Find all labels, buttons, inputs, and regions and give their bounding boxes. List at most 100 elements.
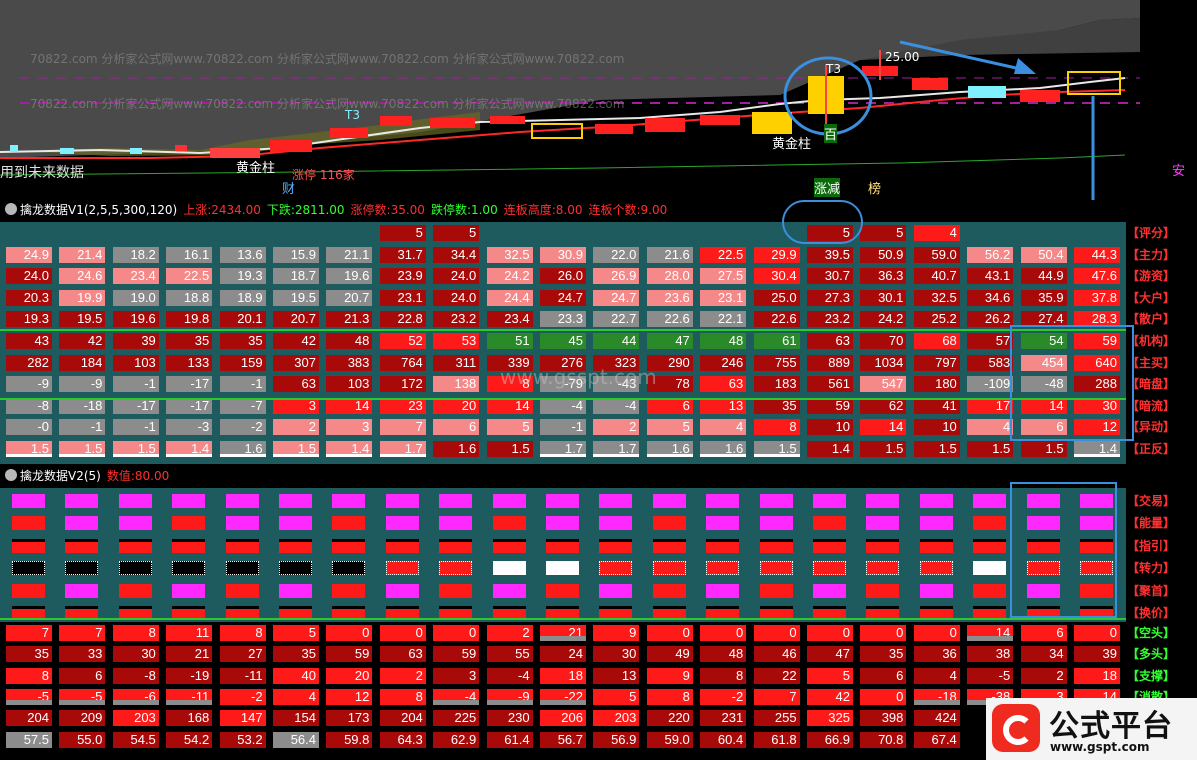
v2-block[interactable]: [652, 494, 686, 508]
v2-block[interactable]: [866, 583, 900, 598]
v1-cell[interactable]: 19.6: [112, 311, 159, 328]
v1-cell[interactable]: 35: [219, 333, 266, 349]
v1-cell[interactable]: 13.6: [219, 246, 266, 263]
v2-cell[interactable]: 11: [166, 625, 213, 641]
v2-cell[interactable]: 2: [486, 625, 533, 641]
v2-cell[interactable]: -8: [112, 667, 159, 684]
v1-cell[interactable]: 18.7: [273, 268, 319, 285]
v1-cell[interactable]: 133: [166, 354, 213, 371]
v2-cell[interactable]: 9: [593, 625, 640, 641]
v1-cell[interactable]: 40.7: [913, 268, 960, 285]
collapse-icon[interactable]: [5, 203, 17, 215]
v2-cell[interactable]: 18: [1074, 667, 1120, 684]
v1-cell[interactable]: 19.9: [59, 289, 106, 306]
v2-cell[interactable]: 398: [860, 710, 907, 727]
v2-block[interactable]: [973, 538, 1007, 553]
v2-block[interactable]: [866, 606, 900, 620]
v2-block[interactable]: [919, 538, 953, 553]
v2-cell[interactable]: -5: [59, 688, 106, 705]
v2-cell[interactable]: 7: [753, 688, 800, 705]
v1-cell[interactable]: 32.5: [486, 246, 533, 263]
v2-block[interactable]: [1080, 494, 1113, 508]
v2-block[interactable]: [225, 606, 259, 620]
v1-cell[interactable]: 20.1: [219, 311, 266, 328]
v2-block[interactable]: [706, 494, 740, 508]
v1-cell[interactable]: 1.5: [112, 441, 159, 457]
v2-cell[interactable]: 48: [700, 646, 747, 663]
v2-block[interactable]: [706, 583, 740, 598]
v2-block[interactable]: [599, 561, 633, 576]
v1-cell[interactable]: 14: [860, 419, 907, 436]
v1-cell[interactable]: -4: [593, 397, 640, 414]
v2-block[interactable]: [385, 606, 419, 620]
v2-block[interactable]: [1026, 516, 1060, 531]
v1-cell[interactable]: 103: [112, 354, 159, 371]
v2-cell[interactable]: 0: [860, 625, 907, 641]
v2-cell[interactable]: 4: [913, 667, 960, 684]
v2-block[interactable]: [546, 538, 579, 553]
v2-cell[interactable]: -11: [166, 688, 213, 705]
v2-cell[interactable]: 231: [700, 710, 747, 727]
v1-cell[interactable]: 797: [913, 354, 960, 371]
v2-block[interactable]: [492, 561, 526, 576]
v1-cell[interactable]: 184: [59, 354, 106, 371]
v2-cell[interactable]: 18: [540, 667, 586, 684]
v1-cell[interactable]: 31.7: [379, 246, 426, 263]
v1-cell[interactable]: 27.4: [1020, 311, 1067, 328]
v2-block[interactable]: [65, 606, 99, 620]
v2-block[interactable]: [332, 538, 366, 553]
v1-cell[interactable]: 18.8: [166, 289, 213, 306]
v1-cell[interactable]: 18.2: [112, 246, 159, 263]
v1-cell[interactable]: 21.6: [646, 246, 693, 263]
v2-block[interactable]: [492, 494, 526, 508]
v2-cell[interactable]: 0: [326, 625, 373, 641]
v2-cell[interactable]: 12: [326, 688, 373, 705]
v2-cell[interactable]: -5: [6, 688, 52, 705]
v2-block[interactable]: [652, 516, 686, 531]
v2-block[interactable]: [492, 538, 526, 553]
v2-block[interactable]: [118, 561, 152, 576]
v2-block[interactable]: [599, 538, 633, 553]
v1-cell[interactable]: 26.9: [593, 268, 640, 285]
v1-cell[interactable]: 22.5: [700, 246, 747, 263]
v1-cell[interactable]: 22.6: [646, 311, 693, 328]
v2-block[interactable]: [759, 538, 793, 553]
v1-cell[interactable]: 5: [433, 225, 480, 241]
v2-cell[interactable]: 206: [540, 710, 586, 727]
v2-cell[interactable]: 424: [913, 710, 960, 727]
v1-cell[interactable]: 37.8: [1074, 289, 1120, 306]
v1-cell[interactable]: 21.1: [326, 246, 373, 263]
v1-cell[interactable]: -18: [59, 397, 106, 414]
v2-block[interactable]: [279, 516, 312, 531]
v2-block[interactable]: [65, 538, 99, 553]
v1-cell[interactable]: -43: [593, 376, 640, 393]
v2-cell[interactable]: 154: [273, 710, 319, 727]
v2-block[interactable]: [118, 494, 152, 508]
v2-block[interactable]: [172, 561, 206, 576]
v2-block[interactable]: [546, 494, 579, 508]
v2-cell[interactable]: 47: [807, 646, 853, 663]
v2-block[interactable]: [1080, 583, 1113, 598]
v1-cell[interactable]: 172: [379, 376, 426, 393]
v2-cell[interactable]: 204: [6, 710, 52, 727]
v2-block[interactable]: [12, 583, 45, 598]
v1-cell[interactable]: 41: [913, 397, 960, 414]
v2-block[interactable]: [12, 606, 45, 620]
v2-cell[interactable]: 6: [59, 667, 106, 684]
v1-cell[interactable]: 4: [700, 419, 747, 436]
v2-cell[interactable]: 24: [540, 646, 586, 663]
v1-cell[interactable]: 23.1: [700, 289, 747, 306]
v1-cell[interactable]: 6: [646, 397, 693, 414]
v2-cell[interactable]: 203: [593, 710, 640, 727]
v1-cell[interactable]: 7: [379, 419, 426, 436]
v2-block[interactable]: [65, 516, 99, 531]
v2-block[interactable]: [1026, 561, 1060, 576]
v2-block[interactable]: [172, 494, 206, 508]
v1-cell[interactable]: 63: [273, 376, 319, 393]
v1-cell[interactable]: 1.5: [753, 441, 800, 457]
v1-cell[interactable]: 43.1: [967, 268, 1014, 285]
v1-cell[interactable]: 30.7: [807, 268, 853, 285]
v2-block[interactable]: [813, 516, 846, 531]
v1-cell[interactable]: 21.4: [59, 246, 106, 263]
v2-cell[interactable]: 5: [593, 688, 640, 705]
